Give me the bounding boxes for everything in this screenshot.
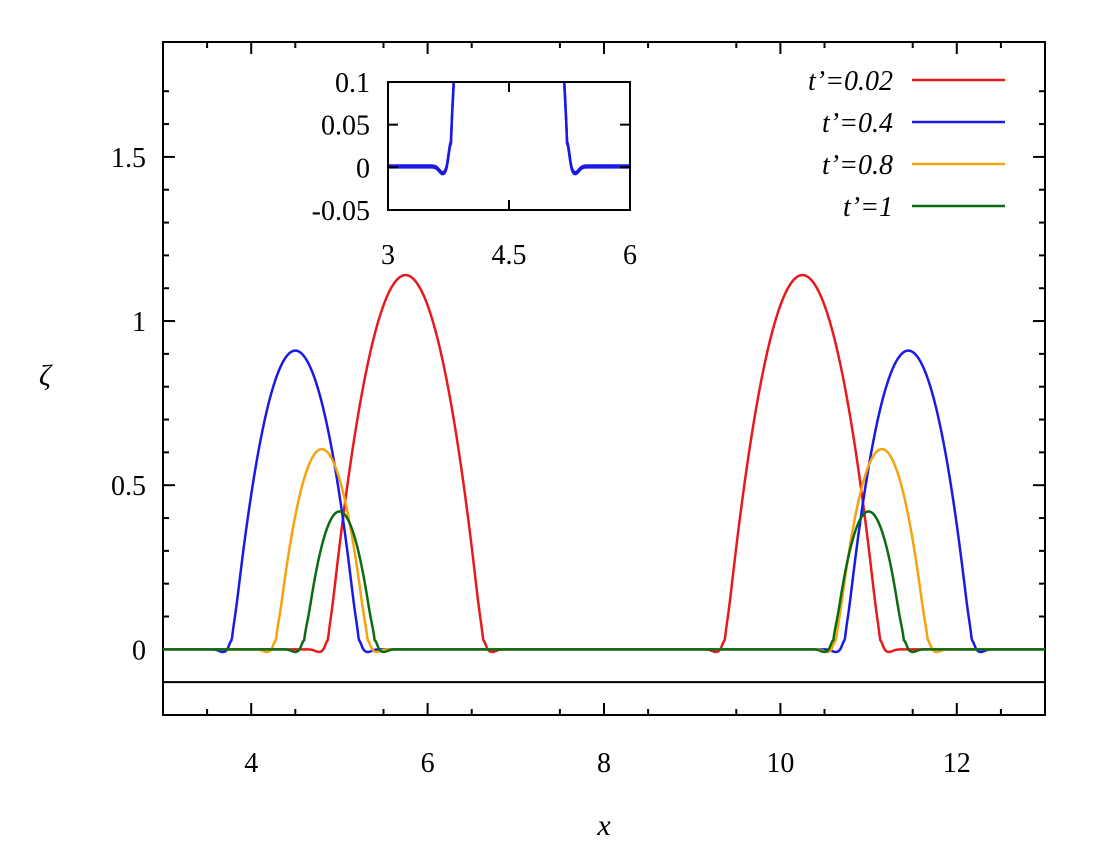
x-tick-label: 8 <box>597 748 611 779</box>
series-line <box>162 447 1046 654</box>
inset-y-tick-label: -0.05 <box>312 196 370 227</box>
x-axis-title: x <box>596 809 611 842</box>
y-axis-title: ζ <box>39 359 53 392</box>
inset-x-tick-label: 3 <box>381 240 395 271</box>
series-line <box>162 349 1046 654</box>
legend-label: t’=0.4 <box>822 108 893 139</box>
legend-label: t’=0.8 <box>822 150 893 181</box>
inset-x-tick-label: 4.5 <box>492 240 527 271</box>
inset-series-line <box>388 82 630 174</box>
inset-series-line <box>388 82 630 176</box>
x-tick-label: 12 <box>943 748 971 779</box>
y-tick-label: 0.5 <box>111 471 146 502</box>
series-line <box>162 510 1046 654</box>
y-tick-label: 1 <box>132 307 146 338</box>
inset-background <box>386 80 632 212</box>
y-tick-label: 0 <box>132 635 146 666</box>
inset-y-tick-label: 0.1 <box>335 68 370 99</box>
legend-label: t’=1 <box>843 192 893 223</box>
series-line <box>162 273 1046 654</box>
inset-y-tick-label: 0.05 <box>321 111 370 142</box>
inset-x-tick-label: 6 <box>623 240 637 271</box>
legend-label: t’=0.02 <box>808 66 893 97</box>
x-tick-label: 6 <box>421 748 435 779</box>
x-tick-label: 10 <box>766 748 794 779</box>
inset-y-tick-label: 0 <box>356 153 370 184</box>
y-tick-label: 1.5 <box>111 143 146 174</box>
x-tick-label: 4 <box>244 748 258 779</box>
